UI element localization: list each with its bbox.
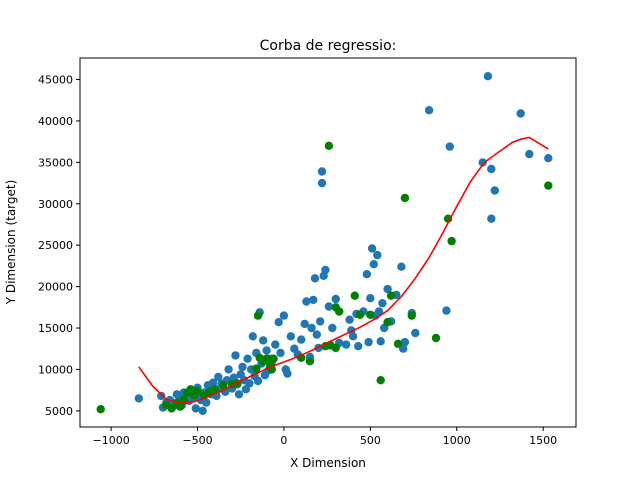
x-tick-label: 500 <box>360 434 381 447</box>
train-point <box>307 324 315 332</box>
train-point <box>517 109 525 117</box>
test-point <box>408 311 416 319</box>
train-point <box>397 263 405 271</box>
x-tick-label: 1000 <box>443 434 471 447</box>
train-point <box>157 392 165 400</box>
train-point <box>368 244 376 252</box>
test-point <box>254 311 262 319</box>
train-point <box>135 394 143 402</box>
train-point <box>328 324 336 332</box>
train-point <box>224 365 232 373</box>
test-point <box>387 292 395 300</box>
train-point <box>199 407 207 415</box>
train-point <box>297 335 305 343</box>
test-point <box>335 307 343 315</box>
train-point <box>354 342 362 350</box>
test-point <box>377 376 385 384</box>
test-point <box>269 355 277 363</box>
train-point <box>446 142 454 150</box>
test-point <box>351 292 359 300</box>
train-point <box>332 295 340 303</box>
train-point <box>342 340 350 348</box>
test-point <box>332 344 340 352</box>
train-point <box>249 332 257 340</box>
test-point <box>306 357 314 365</box>
train-point <box>370 260 378 268</box>
y-tick-label: 30000 <box>38 198 73 211</box>
train-point <box>378 299 386 307</box>
train-point <box>318 179 326 187</box>
train-point <box>271 340 279 348</box>
train-point <box>235 390 243 398</box>
y-tick-label: 15000 <box>38 322 73 335</box>
train-point <box>313 330 321 338</box>
x-tick-label: 0 <box>280 434 287 447</box>
train-point <box>411 329 419 337</box>
train-point <box>484 72 492 80</box>
train-point <box>316 317 324 325</box>
train-point <box>231 351 239 359</box>
train-point <box>280 311 288 319</box>
y-tick-label: 10000 <box>38 363 73 376</box>
train-point <box>254 377 262 385</box>
test-point <box>366 311 374 319</box>
test-point <box>325 142 333 150</box>
x-tick-label: 1500 <box>529 434 557 447</box>
train-point <box>491 186 499 194</box>
train-point <box>275 318 283 326</box>
train-point <box>262 346 270 354</box>
train-point <box>243 355 251 363</box>
train-point <box>245 379 253 387</box>
test-point <box>383 318 391 326</box>
train-point <box>425 106 433 114</box>
train-point <box>373 251 381 259</box>
y-tick-label: 35000 <box>38 156 73 169</box>
x-tick-label: −1000 <box>92 434 129 447</box>
train-point <box>309 296 317 304</box>
test-point <box>356 311 364 319</box>
train-point <box>487 215 495 223</box>
test-point <box>544 181 552 189</box>
train-point <box>349 332 357 340</box>
x-tick-label: −500 <box>182 434 212 447</box>
train-point <box>487 165 495 173</box>
train-point <box>287 332 295 340</box>
train-point <box>283 369 291 377</box>
train-point <box>525 150 533 158</box>
train-point <box>311 274 319 282</box>
test-point <box>394 340 402 348</box>
train-point <box>276 349 284 357</box>
train-point <box>363 270 371 278</box>
train-point <box>544 154 552 162</box>
y-axis-label: Y Dimension (target) <box>4 180 18 306</box>
train-point <box>377 337 385 345</box>
y-tick-label: 20000 <box>38 281 73 294</box>
train-point <box>318 167 326 175</box>
test-point <box>447 237 455 245</box>
train-point <box>202 398 210 406</box>
train-point <box>364 338 372 346</box>
train-point <box>238 363 246 371</box>
train-point <box>442 306 450 314</box>
train-point <box>345 316 353 324</box>
train-point <box>321 266 329 274</box>
y-tick-label: 5000 <box>45 405 73 418</box>
train-point <box>366 294 374 302</box>
chart-title: Corba de regressio: <box>260 38 397 54</box>
y-tick-label: 45000 <box>38 74 73 87</box>
test-point <box>97 405 105 413</box>
y-tick-label: 25000 <box>38 239 73 252</box>
test-point <box>401 194 409 202</box>
y-tick-label: 40000 <box>38 115 73 128</box>
train-point <box>259 336 267 344</box>
x-axis-label: X Dimension <box>290 456 366 470</box>
test-point <box>432 334 440 342</box>
